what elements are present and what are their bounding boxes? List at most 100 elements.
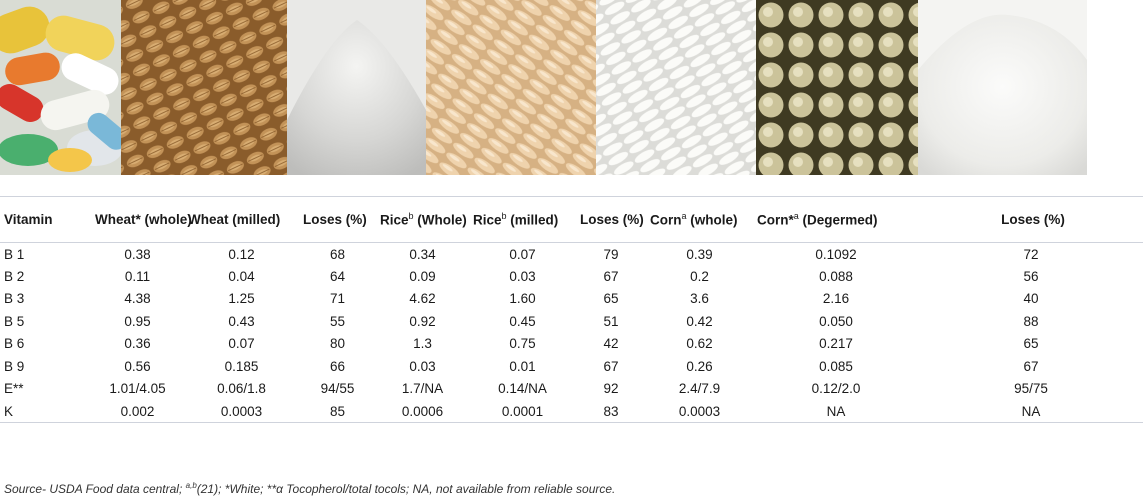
cell-value: 0.07	[228, 336, 255, 352]
header-loses-rice: Loses (%)	[576, 196, 646, 243]
cell-value: NA	[919, 400, 1143, 423]
cell-value: 0.2	[690, 268, 709, 284]
cell-value: 68	[329, 246, 346, 262]
cell-value: 67	[603, 358, 619, 374]
header-vitamin: Vitamin	[0, 196, 91, 243]
header-rice-whole-sup: b	[408, 211, 414, 222]
cell-value: 4.38	[124, 291, 151, 307]
cell-value: 65	[603, 291, 619, 307]
table-row: B 2 0.11 0.04 64 0.09 0.03 67 0.2 0.088 …	[0, 265, 1143, 288]
cell-value: 72	[1023, 246, 1039, 262]
header-rice-whole: Riceb (Whole)	[376, 196, 469, 243]
header-corn-whole-qual: (whole)	[686, 212, 738, 228]
cell-value: 1.7/NA	[401, 381, 444, 397]
cell-value: 0.03	[409, 358, 436, 374]
cell-value: 55	[329, 313, 346, 329]
cell-value: 64	[329, 268, 346, 284]
cell-value: 0.0003	[184, 400, 299, 423]
cell-value: 0.06/1.8	[217, 381, 266, 397]
header-rice-milled-sup: b	[501, 211, 507, 222]
cell-value: 0.217	[819, 336, 853, 352]
table-header-row: Vitamin Wheat* (whole) Wheat (milled) Lo…	[0, 196, 1143, 243]
footnote-sup: a,b	[185, 481, 197, 490]
cell-value: 0.002	[91, 400, 184, 423]
header-rice-milled: Riceb (milled)	[469, 196, 576, 243]
vitamin-loss-table-container: Vitamin Wheat* (whole) Wheat (milled) Lo…	[0, 196, 1143, 423]
cell-value: 2.4/7.9	[678, 381, 721, 397]
food-photo-strip	[0, 0, 1143, 175]
cell-vitamin: B 3	[4, 291, 25, 307]
cell-value: 0.085	[819, 358, 853, 374]
header-corn-degermed-label: Corn*	[757, 212, 794, 228]
cell-vitamin: B 5	[4, 313, 25, 329]
cell-value: 0.185	[224, 358, 259, 374]
cell-value: 0.42	[686, 313, 713, 329]
cell-value: 0.75	[509, 336, 536, 352]
cell-value: 1.3	[413, 336, 432, 352]
header-corn-degermed-qual: (Degermed)	[798, 212, 878, 228]
cell-value: 0.1092	[815, 246, 857, 262]
cell-value: 0.088	[819, 268, 853, 284]
cell-vitamin: E**	[4, 381, 24, 397]
cell-value: 1.01/4.05	[109, 381, 166, 397]
table-row: E** 1.01/4.05 0.06/1.8 94/55 1.7/NA 0.14…	[0, 378, 1143, 401]
cell-value: 71	[329, 291, 346, 307]
table-footnote: Source- USDA Food data central; a,b(21);…	[4, 481, 615, 496]
cell-value: 0.09	[409, 268, 436, 284]
vitamin-pills-photo	[0, 0, 121, 175]
cell-value: 83	[576, 400, 646, 423]
whole-wheat-grains-photo	[121, 0, 287, 175]
cell-value: 0.26	[686, 358, 713, 374]
cell-value: 79	[603, 246, 619, 262]
table-row: K 0.002 0.0003 85 0.0006 0.0001 83 0.000…	[0, 400, 1143, 423]
header-corn-whole-sup: a	[681, 211, 687, 222]
milled-white-rice-photo	[596, 0, 756, 175]
cell-value: 0.92	[409, 313, 436, 329]
cell-value: 0.12	[228, 246, 255, 262]
cell-vitamin: B 6	[4, 336, 25, 352]
vitamin-loss-table: Vitamin Wheat* (whole) Wheat (milled) Lo…	[0, 196, 1143, 423]
cell-value: 95/75	[1014, 381, 1048, 397]
cell-value: 65	[1023, 336, 1039, 352]
cell-value: 40	[1023, 291, 1039, 307]
cell-value: 80	[329, 336, 346, 352]
cell-vitamin: B 2	[4, 268, 25, 284]
cell-value: 0.43	[228, 313, 255, 329]
cell-value: 0.14/NA	[498, 381, 547, 397]
table-row: B 6 0.36 0.07 80 1.3 0.75 42 0.62 0.217 …	[0, 333, 1143, 356]
table-row: B 9 0.56 0.185 66 0.03 0.01 67 0.26 0.08…	[0, 355, 1143, 378]
cell-value: 2.16	[822, 291, 850, 307]
cell-value: 51	[603, 313, 619, 329]
cell-value: 0.11	[124, 268, 151, 284]
cell-value: NA	[753, 400, 919, 423]
cell-vitamin: B 9	[4, 358, 25, 374]
cell-value: 1.25	[228, 291, 255, 307]
cell-value: 0.45	[509, 313, 536, 329]
cell-value: 67	[1023, 358, 1039, 374]
cell-value: 0.0003	[646, 400, 753, 423]
table-row: B 5 0.95 0.43 55 0.92 0.45 51 0.42 0.050…	[0, 310, 1143, 333]
cell-value: 67	[603, 268, 619, 284]
cell-vitamin: B 1	[4, 246, 25, 262]
cell-value: 1.60	[509, 291, 536, 307]
whole-brown-rice-photo	[426, 0, 596, 175]
cell-value: 0.03	[509, 268, 536, 284]
cell-value: 0.0001	[469, 400, 576, 423]
cell-value: 56	[1023, 268, 1039, 284]
cell-value: 0.56	[124, 358, 151, 374]
cell-value: 0.04	[228, 268, 255, 284]
table-row: B 1 0.38 0.12 68 0.34 0.07 79 0.39 0.109…	[0, 243, 1143, 266]
cell-value: 0.01	[509, 358, 536, 374]
cell-value: 66	[329, 358, 346, 374]
header-rice-whole-qual: (Whole)	[413, 212, 467, 228]
footnote-source: Source- USDA Food data central;	[4, 482, 186, 496]
header-corn-whole: Corna (whole)	[646, 196, 753, 243]
cell-value: 3.6	[690, 291, 709, 307]
header-corn-degermed-sup: a	[793, 211, 799, 222]
cell-value: 0.34	[409, 246, 436, 262]
header-rice-milled-label: Rice	[473, 212, 502, 228]
cell-value: 0.38	[124, 246, 151, 262]
footnote-legend: (21); *White; **α Tocopherol/total tocol…	[196, 482, 616, 496]
header-corn-whole-label: Corn	[650, 212, 682, 228]
cell-value: 42	[603, 336, 619, 352]
